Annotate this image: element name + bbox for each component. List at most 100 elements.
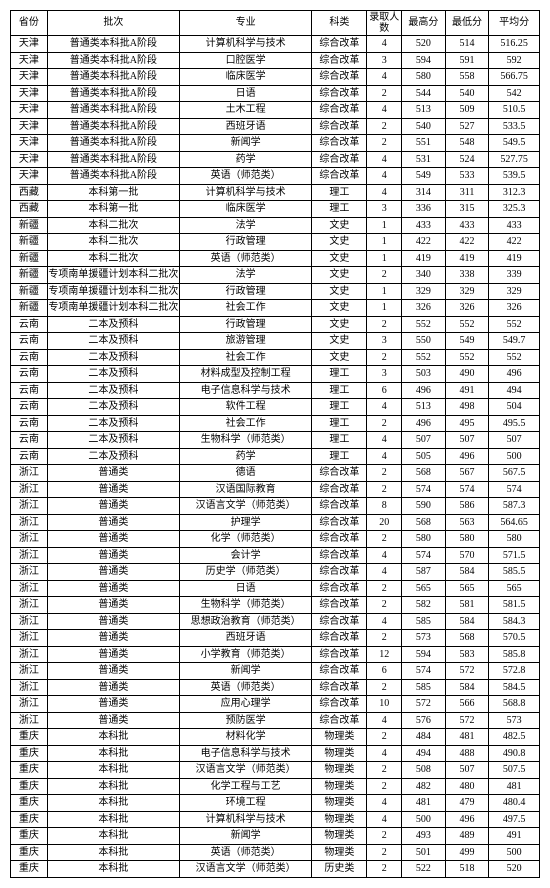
cell: 汉语言文学（师范类）	[180, 762, 312, 779]
cell: 565	[401, 580, 445, 597]
cell: 物理类	[312, 828, 367, 845]
cell: 552	[401, 349, 445, 366]
table-row: 天津普通类本科批A阶段临床医学综合改革4580558566.75	[11, 69, 540, 86]
cell: 普通类本科批A阶段	[47, 168, 179, 185]
cell: 综合改革	[312, 85, 367, 102]
cell: 天津	[11, 69, 48, 86]
cell: 综合改革	[312, 531, 367, 548]
table-row: 云南二本及预科社会工作文史2552552552	[11, 349, 540, 366]
cell: 574	[489, 481, 540, 498]
cell: 二本及预科	[47, 415, 179, 432]
cell: 综合改革	[312, 36, 367, 53]
cell: 生物科学（师范类）	[180, 432, 312, 449]
cell: 4	[367, 795, 402, 812]
cell: 419	[401, 250, 445, 267]
cell: 558	[445, 69, 489, 86]
cell: 普通类本科批A阶段	[47, 135, 179, 152]
cell: 336	[401, 201, 445, 218]
cell: 专项南单援疆计划本科二批次	[47, 283, 179, 300]
cell: 浙江	[11, 498, 48, 515]
cell: 571.5	[489, 547, 540, 564]
cell: 591	[445, 52, 489, 69]
cell: 二本及预科	[47, 382, 179, 399]
cell: 物理类	[312, 745, 367, 762]
cell: 新闻学	[180, 663, 312, 680]
cell: 二本及预科	[47, 432, 179, 449]
cell: 新闻学	[180, 135, 312, 152]
table-row: 云南二本及预科旅游管理文史3550549549.7	[11, 333, 540, 350]
cell: 580	[489, 531, 540, 548]
table-row: 浙江普通类应用心理学综合改革10572566568.8	[11, 696, 540, 713]
cell: 电子信息科学与技术	[180, 382, 312, 399]
cell: 普通类	[47, 580, 179, 597]
cell: 普通类本科批A阶段	[47, 52, 179, 69]
cell: 549	[445, 333, 489, 350]
col-subject: 科类	[312, 11, 367, 36]
cell: 516.25	[489, 36, 540, 53]
cell: 4	[367, 184, 402, 201]
cell: 综合改革	[312, 646, 367, 663]
cell: 本科批	[47, 844, 179, 861]
table-row: 新疆本科二批次法学文史1433433433	[11, 217, 540, 234]
table-row: 浙江普通类思想政治教育（师范类）综合改革4585584584.3	[11, 613, 540, 630]
cell: 综合改革	[312, 514, 367, 531]
cell: 315	[445, 201, 489, 218]
cell: 云南	[11, 366, 48, 383]
cell: 2	[367, 135, 402, 152]
cell: 514	[445, 36, 489, 53]
cell: 浙江	[11, 514, 48, 531]
cell: 汉语言文学（师范类）	[180, 861, 312, 878]
cell: 二本及预科	[47, 366, 179, 383]
cell: 物理类	[312, 844, 367, 861]
cell: 533	[445, 168, 489, 185]
cell: 565	[489, 580, 540, 597]
cell: 英语（师范类）	[180, 250, 312, 267]
cell: 594	[401, 52, 445, 69]
cell: 物理类	[312, 762, 367, 779]
cell: 综合改革	[312, 663, 367, 680]
header-row: 省份 批次 专业 科类 录取人数 最高分 最低分 平均分	[11, 11, 540, 36]
cell: 综合改革	[312, 564, 367, 581]
cell: 311	[445, 184, 489, 201]
cell: 584.3	[489, 613, 540, 630]
cell: 2	[367, 778, 402, 795]
cell: 重庆	[11, 861, 48, 878]
cell: 计算机科学与技术	[180, 811, 312, 828]
cell: 普通类	[47, 481, 179, 498]
cell: 英语（师范类）	[180, 168, 312, 185]
cell: 天津	[11, 118, 48, 135]
cell: 普通类本科批A阶段	[47, 85, 179, 102]
cell: 507	[445, 432, 489, 449]
cell: 585	[401, 613, 445, 630]
cell: 浙江	[11, 696, 48, 713]
cell: 495	[445, 415, 489, 432]
cell: 564.65	[489, 514, 540, 531]
cell: 590	[401, 498, 445, 515]
cell: 496	[401, 382, 445, 399]
cell: 2	[367, 679, 402, 696]
cell: 2	[367, 349, 402, 366]
cell: 507	[445, 762, 489, 779]
cell: 新闻学	[180, 828, 312, 845]
cell: 浙江	[11, 531, 48, 548]
col-avg: 平均分	[489, 11, 540, 36]
cell: 普通类本科批A阶段	[47, 36, 179, 53]
cell: 2	[367, 118, 402, 135]
cell: 浙江	[11, 630, 48, 647]
cell: 社会工作	[180, 300, 312, 317]
cell: 小学教育（师范类）	[180, 646, 312, 663]
cell: 文史	[312, 250, 367, 267]
table-row: 浙江普通类新闻学综合改革6574572572.8	[11, 663, 540, 680]
table-row: 天津普通类本科批A阶段计算机科学与技术综合改革4520514516.25	[11, 36, 540, 53]
cell: 二本及预科	[47, 349, 179, 366]
cell: 本科批	[47, 778, 179, 795]
cell: 500	[401, 811, 445, 828]
cell: 文史	[312, 349, 367, 366]
cell: 497.5	[489, 811, 540, 828]
cell: 环境工程	[180, 795, 312, 812]
cell: 物理类	[312, 795, 367, 812]
cell: 普通类本科批A阶段	[47, 118, 179, 135]
cell: 新疆	[11, 234, 48, 251]
table-row: 重庆本科批计算机科学与技术物理类4500496497.5	[11, 811, 540, 828]
cell: 2	[367, 465, 402, 482]
